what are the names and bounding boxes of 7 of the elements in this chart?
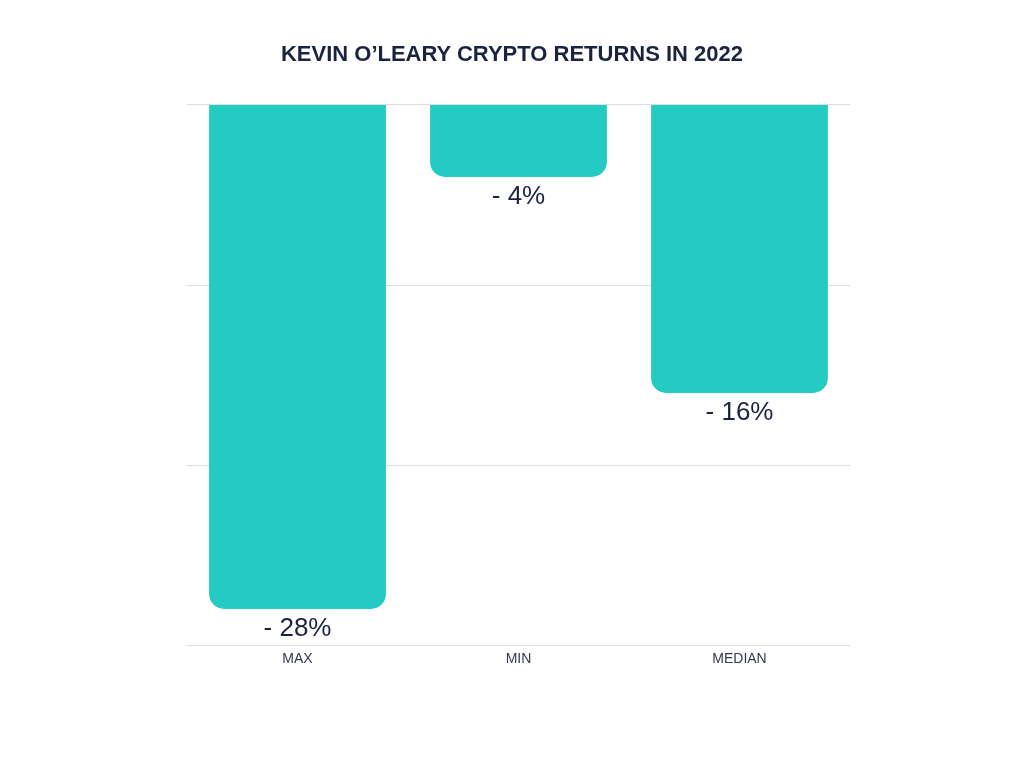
data-label: - 28% <box>263 612 332 642</box>
data-label: - 16% <box>705 396 774 426</box>
x-tick-label: MEDIAN <box>712 649 767 666</box>
x-tick-label: MIN <box>505 649 532 666</box>
chart-title: KEVIN O’LEARY CRYPTO RETURNS IN 2022 <box>280 41 744 67</box>
data-label: - 4% <box>491 180 546 210</box>
x-tick-label: MAX <box>282 649 314 666</box>
